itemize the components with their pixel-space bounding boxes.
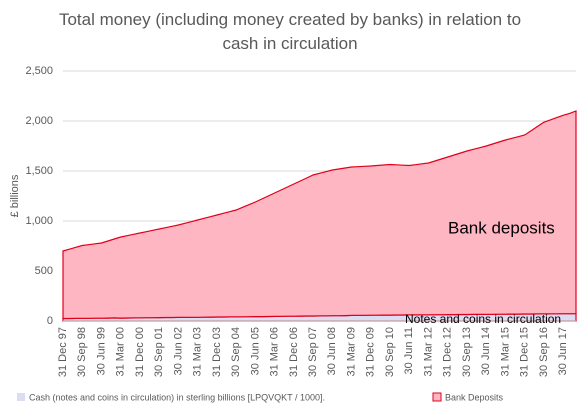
- x-tick-label: 31 Dec 15: [519, 327, 531, 377]
- x-tick-label: 30 Sep 01: [153, 327, 165, 377]
- x-tick-label: 30 Sep 16: [538, 327, 550, 377]
- y-tick-label: 2,000: [25, 115, 53, 127]
- x-tick-label: 31 Mar 00: [115, 327, 127, 377]
- x-tick-label: 30 Jun 99: [95, 327, 107, 375]
- x-tick-label: 30 Sep 04: [230, 327, 242, 377]
- x-tick-label: 30 Jun 14: [480, 327, 492, 375]
- x-tick-label: 30 Sep 07: [307, 327, 319, 377]
- x-tick-label: 31 Mar 03: [192, 327, 204, 377]
- x-tick-label: 31 Mar 12: [422, 327, 434, 377]
- x-tick-label: 30 Sep 98: [76, 327, 88, 377]
- y-tick-label: 0: [47, 315, 53, 327]
- x-tick-label: 31 Mar 06: [269, 327, 281, 377]
- legend-swatch: [432, 392, 442, 402]
- y-tick-label: 500: [35, 265, 53, 277]
- y-tick-label: 1,000: [25, 215, 53, 227]
- annotation: Notes and coins in circulation: [405, 312, 561, 326]
- x-tick-label: 31 Mar 15: [499, 327, 511, 377]
- x-tick-label: 31 Dec 12: [442, 327, 454, 377]
- x-tick-label: 31 Dec 97: [57, 327, 69, 377]
- x-tick-label: 30 Jun 11: [403, 327, 415, 375]
- y-tick-label: 1,500: [25, 165, 53, 177]
- x-tick-label: 30 Jun 17: [557, 327, 569, 375]
- x-tick-label: 30 Jun 02: [172, 327, 184, 375]
- x-tick-label: 30 Jun 05: [249, 327, 261, 375]
- x-tick-label: 31 Dec 06: [288, 327, 300, 377]
- legend-swatch: [17, 393, 25, 401]
- x-tick-label: 31 Dec 03: [211, 327, 223, 377]
- area: [62, 110, 577, 320]
- x-tick-label: 30 Jun 08: [326, 327, 338, 375]
- y-axis-title: £ billions: [9, 174, 21, 217]
- legend-label: Cash (notes and coins in circulation) in…: [29, 392, 325, 402]
- x-tick-label: 31 Dec 09: [365, 327, 377, 377]
- x-tick-label: 30 Sep 13: [461, 327, 473, 377]
- legend-label: Bank Deposits: [445, 392, 504, 402]
- chart-title: Total money (including money created by …: [58, 10, 522, 53]
- x-tick-label: 31 Mar 09: [345, 327, 357, 377]
- annotation: Bank deposits: [448, 218, 555, 237]
- x-tick-label: 31 Dec 00: [134, 327, 146, 377]
- x-tick-label: 30 Sep 10: [384, 327, 396, 377]
- y-tick-label: 2,500: [25, 65, 53, 77]
